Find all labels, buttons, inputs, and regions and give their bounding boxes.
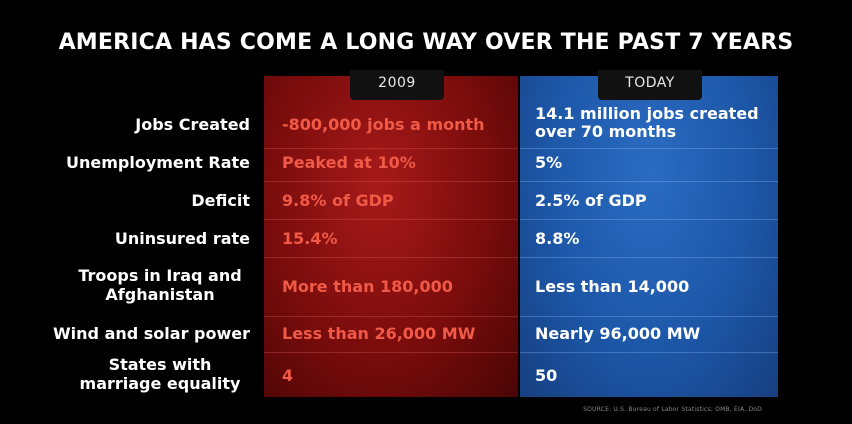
column-header-today: TODAY [598, 70, 702, 100]
cell-today-jobs-created: 14.1 million jobs created over 70 months [535, 104, 759, 141]
row-divider [264, 148, 518, 149]
row-divider [520, 316, 778, 317]
row-label-deficit: Deficit [191, 191, 250, 210]
row-divider [520, 219, 778, 220]
cell-today-unemployment-rate: 5% [535, 153, 563, 172]
row-label-jobs-created: Jobs Created [135, 115, 250, 134]
row-divider [264, 316, 518, 317]
cell-today-troops: Less than 14,000 [535, 277, 690, 296]
cell-2009-jobs-created: -800,000 jobs a month [282, 115, 485, 134]
row-divider [264, 219, 518, 220]
row-divider [264, 257, 518, 258]
cell-2009-deficit: 9.8% of GDP [282, 191, 394, 210]
cell-2009-uninsured-rate: 15.4% [282, 229, 338, 248]
row-label-unemployment-rate: Unemployment Rate [65, 153, 250, 172]
row-label-wind-solar: Wind and solar power [53, 324, 250, 343]
cell-2009-marriage-equality: 4 [282, 366, 294, 385]
row-label-marriage-equality: States with marriage equality [79, 355, 241, 393]
cell-today-deficit: 2.5% of GDP [535, 191, 647, 210]
column-header-2009: 2009 [350, 70, 444, 100]
cell-2009-unemployment-rate: Peaked at 10% [282, 153, 416, 172]
cell-2009-troops: More than 180,000 [282, 277, 453, 296]
row-divider [264, 352, 518, 353]
row-divider [264, 181, 518, 182]
row-label-uninsured-rate: Uninsured rate [114, 229, 250, 248]
row-divider [520, 181, 778, 182]
row-divider [520, 257, 778, 258]
cell-today-marriage-equality: 50 [535, 366, 558, 385]
panel-2009 [264, 76, 518, 397]
row-divider [520, 352, 778, 353]
cell-today-wind-solar: Nearly 96,000 MW [535, 324, 701, 343]
row-label-troops: Troops in Iraq and Afghanistan [78, 266, 242, 304]
source-note: SOURCE: U.S. Bureau of Labor Statistics;… [583, 406, 762, 413]
cell-today-uninsured-rate: 8.8% [535, 229, 580, 248]
panel-today [520, 76, 778, 397]
row-divider [520, 148, 778, 149]
page-title: AMERICA HAS COME A LONG WAY OVER THE PAS… [58, 30, 794, 55]
cell-2009-wind-solar: Less than 26,000 MW [282, 324, 476, 343]
